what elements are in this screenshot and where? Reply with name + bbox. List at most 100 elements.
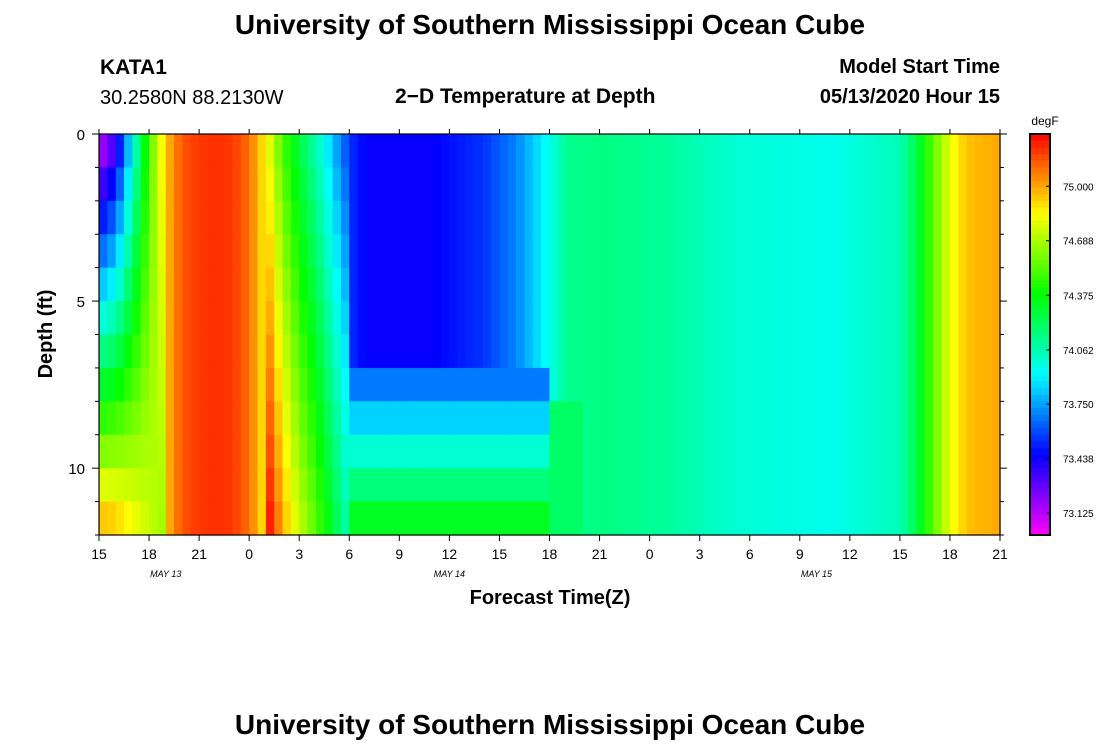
heatmap-cell — [140, 134, 150, 169]
heatmap-cell — [207, 167, 217, 202]
heatmap-cell — [891, 468, 901, 503]
heatmap-cell — [833, 234, 843, 269]
heatmap-cell — [466, 134, 476, 169]
heatmap-cell — [733, 468, 742, 503]
colorbar-label: 75.000 — [1063, 182, 1094, 193]
heatmap-cell — [357, 468, 367, 503]
heatmap-cell — [474, 401, 484, 436]
heatmap-cell — [290, 167, 300, 202]
heatmap-cell — [808, 501, 818, 536]
heatmap-cell — [824, 334, 834, 369]
heatmap-cell — [808, 234, 818, 269]
heatmap-cell — [557, 301, 567, 336]
heatmap-cell — [332, 501, 342, 536]
heatmap-cell — [324, 200, 334, 235]
heatmap-cell — [983, 501, 993, 536]
heatmap-cell — [115, 200, 125, 235]
heatmap-cell — [466, 167, 476, 202]
heatmap-cell — [841, 167, 851, 202]
heatmap-cell — [374, 200, 384, 235]
heatmap-cell — [766, 434, 776, 469]
heatmap-cell — [315, 401, 325, 436]
heatmap-cell — [249, 134, 259, 169]
heatmap-cell — [449, 501, 459, 536]
heatmap-cell — [441, 301, 450, 336]
heatmap-cell — [816, 367, 826, 402]
heatmap-cell — [607, 434, 617, 469]
heatmap-cell — [199, 401, 209, 436]
heatmap-cell — [340, 167, 350, 202]
heatmap-cell — [307, 167, 317, 202]
heatmap-cell — [549, 334, 559, 369]
heatmap-cell — [524, 167, 534, 202]
heatmap-cell — [516, 334, 526, 369]
heatmap-cell — [541, 367, 551, 402]
heatmap-cell — [849, 367, 859, 402]
heatmap-cell — [424, 367, 434, 402]
colorbar-segment — [1030, 428, 1050, 436]
heatmap-cell — [582, 267, 592, 302]
heatmap-cell — [457, 200, 467, 235]
heatmap-cell — [340, 501, 350, 536]
heatmap-cell — [716, 367, 726, 402]
x-axis-title: Forecast Time(Z) — [470, 587, 631, 609]
heatmap-cell — [607, 267, 617, 302]
heatmap-cell — [390, 434, 400, 469]
heatmap-cell — [933, 501, 943, 536]
heatmap-cell — [641, 134, 651, 169]
heatmap-cell — [324, 367, 334, 402]
heatmap-cell — [499, 434, 509, 469]
heatmap-cell — [357, 267, 367, 302]
heatmap-cell — [390, 301, 400, 336]
heatmap-cell — [808, 468, 818, 503]
x-tick-label: 15 — [91, 546, 107, 562]
heatmap-cell — [174, 367, 184, 402]
heatmap-cell — [724, 334, 734, 369]
heatmap-cell — [132, 501, 142, 536]
heatmap-cell — [207, 501, 217, 536]
heatmap-cell — [432, 301, 442, 336]
heatmap-cell — [933, 367, 943, 402]
heatmap-cell — [215, 234, 225, 269]
heatmap-cell — [265, 367, 275, 402]
heatmap-cell — [265, 334, 275, 369]
heatmap-cell — [566, 501, 576, 536]
heatmap-cell — [591, 134, 601, 169]
heatmap-cell — [774, 267, 784, 302]
heatmap-cell — [432, 367, 442, 402]
heatmap-cell — [407, 367, 417, 402]
heatmap-cell — [758, 401, 767, 436]
heatmap-cell — [557, 501, 567, 536]
heatmap-cell — [933, 200, 943, 235]
heatmap-cell — [149, 434, 158, 469]
heatmap-cell — [649, 334, 659, 369]
colorbar-segment — [1030, 394, 1050, 402]
heatmap-cell — [149, 267, 158, 302]
heatmap-cell — [340, 234, 350, 269]
heatmap-cell — [399, 501, 409, 536]
heatmap-cell — [666, 234, 676, 269]
heatmap-cell — [816, 200, 826, 235]
heatmap-cell — [257, 334, 267, 369]
heatmap-cell — [207, 200, 217, 235]
heatmap-cell — [274, 234, 284, 269]
heatmap-cell — [741, 501, 751, 536]
heatmap-cell — [858, 367, 868, 402]
heatmap-cell — [991, 200, 1001, 235]
heatmap-cell — [649, 367, 659, 402]
heatmap-cell — [149, 200, 158, 235]
heatmap-cell — [257, 234, 267, 269]
heatmap-cell — [299, 267, 309, 302]
heatmap-cell — [758, 234, 767, 269]
heatmap-cell — [290, 267, 300, 302]
heatmap-cell — [566, 468, 576, 503]
heatmap-cell — [941, 200, 951, 235]
heatmap-cell — [791, 234, 801, 269]
heatmap-cell — [824, 167, 834, 202]
heatmap-cell — [390, 167, 400, 202]
heatmap-cell — [616, 301, 626, 336]
colorbar-segment — [1030, 347, 1050, 356]
heatmap-cell — [307, 434, 317, 469]
heatmap-cell — [349, 434, 359, 469]
heatmap-cell — [682, 134, 692, 169]
